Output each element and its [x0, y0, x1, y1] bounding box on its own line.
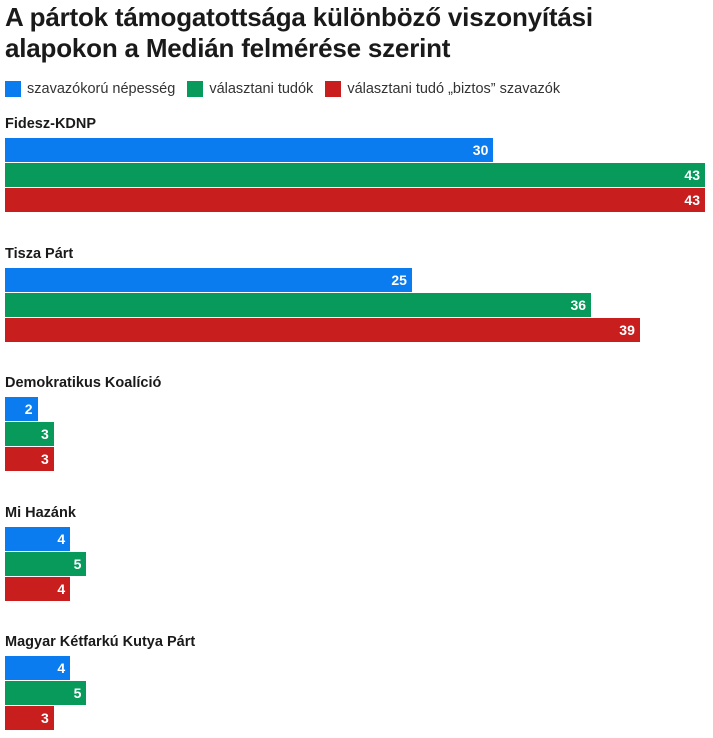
category-label-fidesz-kdnp: Fidesz-KDNP [5, 116, 97, 132]
bar-demokratikus-koalicio-valasztani-tudok: 3 [5, 422, 54, 446]
legend-swatch-szavazokoru-nepesseg [5, 81, 21, 97]
chart-title: A pártok támogatottsága különböző viszon… [5, 2, 593, 63]
data-label: 30 [472, 142, 489, 158]
category-label-mi-hazank: Mi Hazánk [5, 504, 76, 521]
chart-legend: szavazókorú népesség választani tudók vá… [5, 80, 572, 98]
legend-label-szavazokoru-nepesseg: szavazókorú népesség [27, 81, 176, 97]
legend-label-valasztani-tudok: választani tudók [209, 81, 314, 97]
data-label: 36 [570, 296, 587, 313]
legend-item-valasztani-tudok: választani tudók [187, 81, 313, 97]
bar-tisza-part-szavazokoru-nepesseg: 25 [5, 267, 412, 292]
legend-item-szavazokoru-nepesseg: szavazókorú népesség [5, 81, 175, 97]
data-label: 5 [73, 685, 82, 701]
data-label: 3 [41, 451, 49, 467]
data-label: 3 [41, 426, 49, 442]
bar-demokratikus-koalicio-valasztani-tudo-biztos-szavazok: 3 [5, 447, 54, 471]
bar-magyar-ketfarku-kutya-part-valasztani-tudo-biztos-szavazok: 3 [5, 706, 54, 730]
bar-tisza-part-valasztani-tudo-biztos-szavazok: 39 [5, 317, 640, 342]
bar-magyar-ketfarku-kutya-part-valasztani-tudok: 5 [5, 681, 87, 705]
data-label: 4 [57, 530, 66, 547]
data-label: 2 [24, 401, 33, 417]
data-label: 3 [41, 710, 49, 726]
legend-swatch-valasztani-tudok [187, 81, 204, 97]
data-label: 43 [684, 192, 700, 208]
data-label: 4 [57, 660, 66, 676]
legend-item-biztos-szavazok: választani tudó „biztos” szavazók [325, 81, 560, 97]
category-label-magyar-ketfarku-kutya-part: Magyar Kétfarkú Kutya Párt [5, 634, 196, 650]
legend-swatch-biztos-szavazok [325, 81, 342, 97]
bar-mi-hazank-valasztani-tudok: 5 [5, 551, 87, 576]
data-label: 25 [391, 271, 407, 288]
legend-label-biztos-szavazok: választani tudó „biztos” szavazók [347, 81, 561, 97]
bar-fidesz-kdnp-valasztani-tudo-biztos-szavazok: 43 [5, 188, 705, 212]
bar-mi-hazank-valasztani-tudo-biztos-szavazok: 4 [5, 576, 71, 601]
bar-tisza-part-valasztani-tudok: 36 [5, 292, 592, 317]
data-label: 5 [73, 555, 82, 572]
category-label-demokratikus-koalicio: Demokratikus Koalíció [5, 375, 162, 391]
data-label: 4 [57, 580, 66, 597]
category-label-tisza-part: Tisza Párt [5, 245, 74, 262]
bar-fidesz-kdnp-valasztani-tudok: 43 [5, 163, 705, 187]
data-label: 43 [684, 167, 700, 183]
bar-mi-hazank-szavazokoru-nepesseg: 4 [5, 526, 71, 551]
bar-fidesz-kdnp-szavazokoru-nepesseg: 30 [5, 138, 494, 162]
bar-demokratikus-koalicio-szavazokoru-nepesseg: 2 [5, 397, 38, 421]
data-label: 39 [619, 321, 635, 338]
bar-magyar-ketfarku-kutya-part-szavazokoru-nepesseg: 4 [5, 656, 71, 680]
